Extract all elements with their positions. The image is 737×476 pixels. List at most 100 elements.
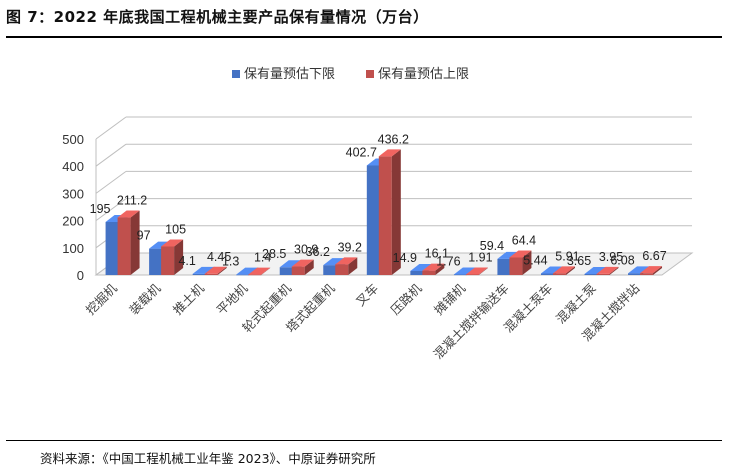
bar-front xyxy=(453,274,467,276)
bar-top xyxy=(248,267,271,275)
bar-top xyxy=(465,267,488,275)
bar-front xyxy=(279,267,293,275)
y-tick-label: 100 xyxy=(62,241,84,256)
bar-front xyxy=(422,270,436,275)
bar-front xyxy=(323,265,337,275)
data-label: 1.4 xyxy=(254,251,271,265)
bar-top xyxy=(584,267,607,275)
data-label: 6.08 xyxy=(610,253,634,267)
data-label: 195 xyxy=(90,202,111,216)
bar xyxy=(248,267,271,276)
legend-label: 保有量预估下限 xyxy=(244,67,335,82)
bar-top xyxy=(279,260,302,268)
bar-front xyxy=(192,273,206,275)
gridline-side xyxy=(95,198,127,222)
x-tick-label: 装载机 xyxy=(126,280,163,317)
bar-top xyxy=(552,266,575,274)
bar-front xyxy=(540,273,554,275)
title-divider xyxy=(6,36,722,38)
bar xyxy=(291,259,314,275)
bar-front xyxy=(236,274,250,276)
bar-front xyxy=(552,273,566,275)
source-note: 资料来源：《中国工程机械工业年鉴 2023》、中原证券研究所 xyxy=(40,451,376,466)
y-tick-label: 500 xyxy=(62,132,84,147)
x-tick-label: 叉车 xyxy=(353,281,381,309)
x-tick-label: 混凝土搅拌输送车 xyxy=(430,281,511,362)
bar-top xyxy=(204,266,227,274)
bar-top xyxy=(497,251,520,259)
x-tick-label: 推土机 xyxy=(170,280,207,317)
bar xyxy=(204,266,227,275)
bar-top xyxy=(378,149,401,157)
data-label: 105 xyxy=(165,222,186,236)
bar-side xyxy=(609,266,619,275)
x-tick-label: 挖掘机 xyxy=(83,280,120,317)
bar-front xyxy=(465,274,479,276)
bar xyxy=(161,239,184,275)
bar-front xyxy=(105,221,119,275)
bar xyxy=(552,266,575,275)
data-label: 3.65 xyxy=(567,254,591,268)
y-tick-label: 0 xyxy=(77,268,84,283)
x-tick-label: 摊铺机 xyxy=(431,280,468,317)
bar xyxy=(465,267,488,276)
bar-side xyxy=(130,210,140,275)
bar xyxy=(378,149,401,275)
data-label: 30.9 xyxy=(294,243,318,257)
data-label: 39.2 xyxy=(338,240,362,254)
bar-top xyxy=(161,239,184,247)
data-label: 64.4 xyxy=(512,233,536,247)
bar-front xyxy=(628,273,642,275)
bar-front xyxy=(584,274,598,275)
data-label: 5.91 xyxy=(555,249,579,263)
chart-data-labels: 195 211.2 97 105 4.1 4.451.3 1.428.5 30.936.2 39… xyxy=(90,132,667,268)
bar-top xyxy=(509,250,532,258)
data-label: 28.5 xyxy=(262,247,286,261)
bar-side xyxy=(522,250,532,275)
data-label: 4.1 xyxy=(178,254,195,268)
bar-top xyxy=(540,266,563,274)
bar-front xyxy=(117,217,131,275)
bar-side xyxy=(653,266,663,275)
data-label: 4.45 xyxy=(207,250,231,264)
bar-front xyxy=(149,248,163,275)
data-label: 5.44 xyxy=(523,254,547,268)
bar-side xyxy=(435,263,445,275)
gridline-side xyxy=(95,116,127,140)
data-label: 436.2 xyxy=(378,132,409,146)
bar-front xyxy=(410,270,424,275)
bar-front xyxy=(291,266,305,275)
bar xyxy=(117,210,140,275)
chart-bars xyxy=(105,149,663,276)
bar-front xyxy=(640,273,654,275)
bar-top xyxy=(291,259,314,267)
bar-top xyxy=(335,257,358,265)
bar-top xyxy=(236,267,259,275)
footer-divider xyxy=(6,440,722,441)
data-label: 97 xyxy=(137,229,151,243)
bar-side xyxy=(348,257,358,275)
bar xyxy=(596,266,619,275)
bar-front xyxy=(366,165,380,275)
y-tick-label: 400 xyxy=(62,159,84,174)
legend-item: 保有量预估上限 xyxy=(366,67,469,82)
data-label: 1.91 xyxy=(468,250,492,264)
legend-label: 保有量预估上限 xyxy=(378,67,469,82)
bar-front xyxy=(161,246,175,275)
bar-front xyxy=(596,273,610,275)
data-label: 16.1 xyxy=(425,247,449,261)
data-label: 36.2 xyxy=(306,245,330,259)
bar-front xyxy=(248,274,262,276)
bar xyxy=(335,257,358,275)
x-tick-label: 压路机 xyxy=(388,280,425,317)
data-label: 59.4 xyxy=(480,239,504,253)
bar-front xyxy=(204,273,218,275)
legend-item: 保有量预估下限 xyxy=(232,67,335,82)
y-tick-label: 300 xyxy=(62,186,84,201)
bar-top xyxy=(192,266,215,274)
bar-side xyxy=(565,266,575,275)
data-label: 3.95 xyxy=(599,250,623,264)
figure-title: 图 7：2022 年底我国工程机械主要产品保有量情况（万台） xyxy=(6,8,429,26)
legend-swatch xyxy=(366,70,374,78)
bar-top xyxy=(323,258,346,266)
